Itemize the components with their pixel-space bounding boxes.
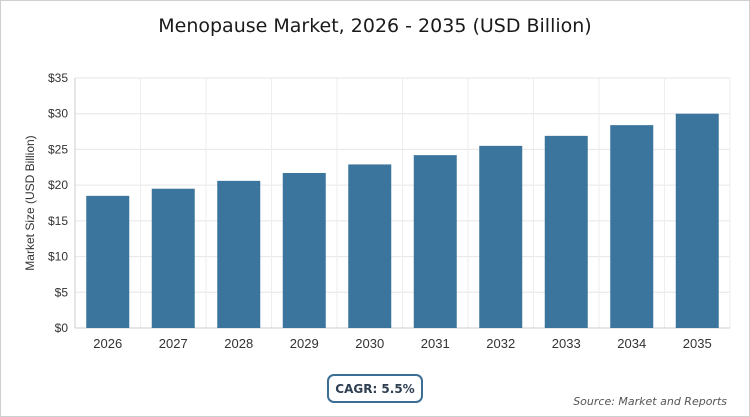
x-tick-label: 2030 xyxy=(355,336,384,351)
y-tick-label: $30 xyxy=(48,107,68,121)
bar-2026 xyxy=(86,195,130,328)
y-tick-label: $10 xyxy=(48,250,68,264)
x-tick-label: 2028 xyxy=(224,336,253,351)
y-tick-label: $35 xyxy=(48,71,68,85)
bar-2034 xyxy=(610,125,654,329)
y-tick-label: $0 xyxy=(55,321,69,335)
bar-2031 xyxy=(413,155,457,328)
x-tick-label: 2026 xyxy=(93,336,122,351)
y-tick-label: $15 xyxy=(48,214,68,228)
y-tick-label: $5 xyxy=(55,285,69,299)
bar-2033 xyxy=(544,135,588,328)
chart-title: Menopause Market, 2026 - 2035 (USD Billi… xyxy=(158,15,592,37)
x-tick-label: 2029 xyxy=(290,336,319,351)
bar-2028 xyxy=(217,180,261,328)
x-tick-label: 2031 xyxy=(421,336,450,351)
cagr-badge: CAGR: 5.5% xyxy=(327,374,423,403)
x-tick-label: 2033 xyxy=(552,336,581,351)
y-tick-label: $20 xyxy=(48,178,68,192)
bar-2029 xyxy=(282,173,326,328)
bar-2030 xyxy=(348,164,392,328)
bar-2032 xyxy=(479,145,523,328)
x-tick-label: 2032 xyxy=(486,336,515,351)
source-note: Source: Market and Reports xyxy=(573,395,727,408)
y-axis-label: Market Size (USD Billion) xyxy=(23,135,37,270)
bar-2035 xyxy=(675,113,719,328)
bar-2027 xyxy=(151,188,195,328)
y-tick-label: $25 xyxy=(48,142,68,156)
x-tick-label: 2034 xyxy=(617,336,646,351)
x-tick-label: 2027 xyxy=(159,336,188,351)
x-tick-label: 2035 xyxy=(683,336,712,351)
